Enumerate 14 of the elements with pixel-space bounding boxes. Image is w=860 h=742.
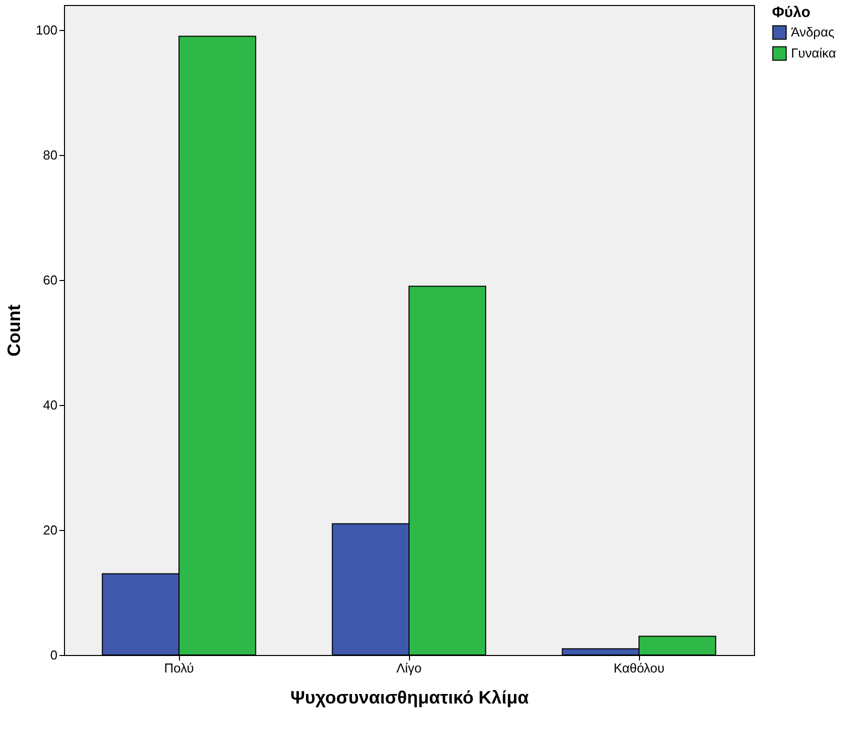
x-tick-label: Πολύ bbox=[164, 660, 194, 676]
x-tick-label: Καθόλου bbox=[614, 660, 664, 676]
legend-label: Άνδρας bbox=[791, 24, 834, 40]
y-axis-title: Count bbox=[4, 304, 24, 356]
x-axis-title: Ψυχοσυναισθηματικό Κλίμα bbox=[290, 688, 529, 708]
y-tick-label: 80 bbox=[43, 148, 58, 162]
y-tick-label: 60 bbox=[43, 272, 58, 288]
legend-label: Γυναίκα bbox=[791, 46, 837, 60]
y-tick-label: 40 bbox=[43, 398, 58, 412]
legend-title: Φύλο bbox=[772, 4, 810, 21]
y-tick-label: 20 bbox=[43, 522, 58, 538]
x-tick-label: Λίγο bbox=[396, 660, 422, 676]
y-tick-label: 0 bbox=[50, 648, 58, 662]
y-tick-label: 100 bbox=[36, 22, 58, 38]
